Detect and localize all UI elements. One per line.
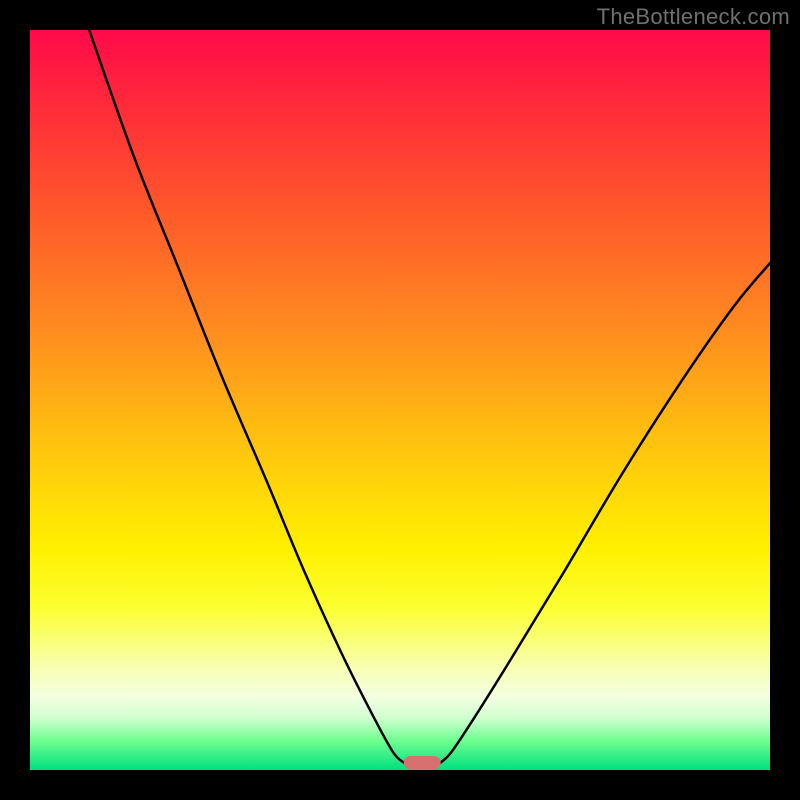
- watermark-text: TheBottleneck.com: [597, 4, 790, 30]
- heat-gradient-area: [30, 30, 770, 770]
- optimal-marker: [404, 756, 441, 769]
- bottleneck-chart: [0, 0, 800, 800]
- chart-container: TheBottleneck.com: [0, 0, 800, 800]
